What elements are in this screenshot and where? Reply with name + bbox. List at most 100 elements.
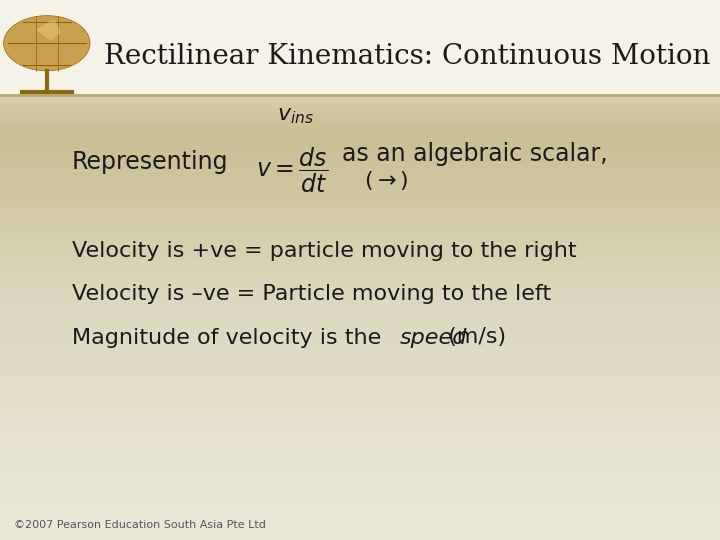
Bar	[0, 255, 720, 258]
Bar	[0, 529, 720, 531]
Bar	[0, 9, 720, 11]
Bar	[0, 27, 720, 29]
Bar	[0, 243, 720, 245]
Bar	[0, 209, 720, 211]
Bar	[0, 266, 720, 268]
Bar	[0, 155, 720, 157]
Text: Representing: Representing	[72, 150, 228, 174]
Bar	[0, 373, 720, 374]
Bar	[0, 169, 720, 171]
Bar	[0, 538, 720, 540]
Bar	[0, 282, 720, 285]
Bar	[0, 113, 720, 115]
Bar	[0, 212, 720, 214]
Bar	[0, 398, 720, 400]
Bar	[0, 344, 720, 346]
Bar	[0, 83, 720, 85]
Bar	[0, 389, 720, 390]
Bar	[0, 437, 720, 439]
Bar	[0, 481, 720, 482]
Bar	[0, 319, 720, 320]
Bar	[0, 36, 720, 38]
Text: Rectilinear Kinematics: Continuous Motion: Rectilinear Kinematics: Continuous Motio…	[104, 43, 711, 70]
Bar	[0, 31, 720, 32]
Bar	[0, 4, 720, 5]
Bar	[0, 515, 720, 517]
Bar	[0, 25, 720, 27]
Bar	[0, 258, 720, 259]
Bar	[0, 245, 720, 247]
Bar	[0, 250, 720, 252]
Text: ©2007 Pearson Education South Asia Pte Ltd: ©2007 Pearson Education South Asia Pte L…	[14, 520, 266, 530]
Bar	[0, 297, 720, 299]
Bar	[0, 329, 720, 331]
Bar	[0, 333, 720, 335]
Bar	[0, 281, 720, 282]
Bar	[0, 142, 720, 144]
Bar	[0, 205, 720, 207]
Bar	[0, 421, 720, 423]
Bar	[0, 340, 720, 342]
Bar	[0, 153, 720, 155]
Bar	[0, 355, 720, 356]
Bar	[0, 194, 720, 196]
Bar	[0, 502, 720, 504]
Bar	[0, 228, 720, 231]
Bar	[0, 366, 720, 367]
Bar	[0, 463, 720, 464]
Bar	[0, 225, 720, 227]
Bar	[0, 405, 720, 407]
Bar	[0, 443, 720, 444]
Bar	[0, 434, 720, 436]
Bar	[0, 477, 720, 479]
Bar	[0, 39, 720, 42]
Bar	[0, 286, 720, 288]
Bar	[0, 223, 720, 225]
Bar	[0, 328, 720, 329]
Bar	[0, 326, 720, 328]
Bar	[0, 362, 720, 363]
Bar	[0, 495, 720, 497]
Bar	[0, 58, 720, 59]
Bar	[0, 204, 720, 205]
Bar	[0, 211, 720, 212]
Bar	[0, 110, 720, 112]
Bar	[0, 304, 720, 306]
Bar	[0, 498, 720, 501]
Bar	[0, 509, 720, 511]
Bar	[0, 45, 720, 47]
Bar	[0, 167, 720, 169]
Bar	[0, 464, 720, 466]
Bar	[0, 513, 720, 515]
Bar	[0, 47, 720, 49]
Bar	[0, 93, 720, 96]
Bar	[0, 227, 720, 228]
Bar	[0, 42, 720, 43]
Bar	[0, 417, 720, 420]
Bar	[0, 135, 720, 137]
Polygon shape	[36, 19, 61, 40]
Bar	[0, 455, 720, 457]
Bar	[0, 49, 720, 50]
Bar	[0, 139, 720, 140]
Bar	[0, 508, 720, 509]
Bar	[0, 528, 720, 529]
Bar	[0, 285, 720, 286]
Bar	[0, 484, 720, 486]
Bar	[0, 349, 720, 351]
Bar	[0, 322, 720, 324]
Bar	[0, 347, 720, 349]
Bar	[0, 279, 720, 281]
Bar	[0, 76, 720, 77]
Bar	[0, 479, 720, 481]
Bar	[0, 268, 720, 270]
Bar	[0, 490, 720, 491]
Bar	[0, 299, 720, 301]
Bar	[0, 130, 720, 131]
Bar	[0, 11, 720, 12]
Bar	[0, 475, 720, 477]
Bar	[0, 146, 720, 147]
Bar	[0, 439, 720, 441]
Bar	[0, 182, 720, 184]
Bar	[0, 371, 720, 373]
